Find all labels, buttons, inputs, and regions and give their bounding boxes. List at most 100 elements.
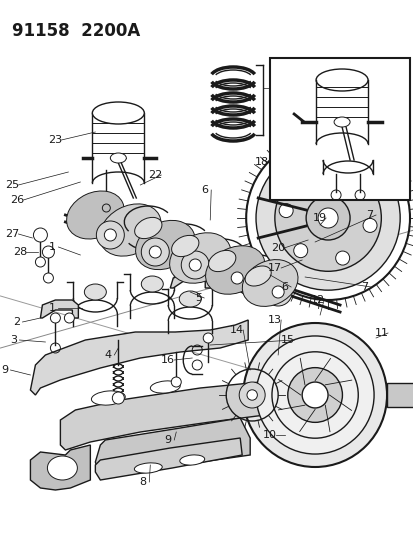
Ellipse shape	[179, 455, 204, 465]
Circle shape	[43, 273, 53, 283]
Ellipse shape	[134, 463, 162, 473]
Text: 28: 28	[13, 247, 28, 257]
Text: 13: 13	[268, 315, 282, 325]
Text: 29: 29	[342, 160, 356, 170]
Bar	[270, 58, 409, 200]
Circle shape	[181, 251, 209, 279]
Ellipse shape	[169, 233, 230, 283]
Text: 26: 26	[10, 195, 24, 205]
Polygon shape	[60, 382, 264, 450]
Circle shape	[171, 377, 181, 387]
Circle shape	[242, 323, 386, 467]
Circle shape	[239, 382, 264, 408]
Circle shape	[223, 264, 251, 292]
Ellipse shape	[141, 276, 163, 292]
Ellipse shape	[135, 220, 195, 270]
Circle shape	[230, 272, 242, 284]
Ellipse shape	[92, 102, 144, 124]
Text: 18: 18	[254, 157, 268, 167]
Polygon shape	[30, 320, 247, 395]
Circle shape	[256, 336, 373, 454]
Circle shape	[96, 221, 124, 249]
Text: 12: 12	[310, 295, 324, 305]
Ellipse shape	[134, 217, 161, 239]
Ellipse shape	[110, 153, 126, 163]
Text: 16: 16	[161, 355, 175, 365]
Text: 19: 19	[312, 213, 326, 223]
Ellipse shape	[99, 204, 161, 256]
Text: 5: 5	[194, 293, 201, 303]
Circle shape	[335, 251, 349, 265]
Ellipse shape	[66, 191, 124, 239]
Text: 7: 7	[361, 282, 368, 292]
Circle shape	[104, 229, 116, 241]
Circle shape	[189, 259, 201, 271]
Text: 1: 1	[49, 242, 56, 252]
Text: 3: 3	[10, 335, 17, 345]
Ellipse shape	[244, 266, 271, 286]
Circle shape	[293, 244, 307, 257]
Circle shape	[274, 165, 380, 271]
Text: 25: 25	[5, 180, 19, 190]
Polygon shape	[95, 418, 249, 477]
Circle shape	[149, 246, 161, 258]
Circle shape	[112, 392, 124, 404]
Text: 20: 20	[271, 243, 285, 253]
Circle shape	[50, 313, 60, 323]
Text: 91158  2200A: 91158 2200A	[12, 22, 140, 40]
Text: 27: 27	[5, 229, 19, 239]
Text: 14: 14	[230, 325, 244, 335]
Text: 1: 1	[49, 303, 56, 313]
Ellipse shape	[91, 391, 125, 405]
Circle shape	[36, 257, 45, 267]
Ellipse shape	[205, 246, 264, 294]
Text: 23: 23	[48, 135, 62, 145]
Circle shape	[141, 238, 169, 266]
Text: 8: 8	[140, 477, 147, 487]
Text: 10: 10	[263, 430, 276, 440]
Text: 17: 17	[268, 263, 282, 273]
Ellipse shape	[333, 117, 349, 127]
Polygon shape	[170, 274, 212, 288]
Circle shape	[362, 219, 376, 232]
Circle shape	[287, 368, 342, 422]
Text: 9: 9	[1, 365, 8, 375]
Circle shape	[305, 196, 349, 240]
Bar	[386, 383, 413, 407]
Text: 15: 15	[280, 335, 294, 345]
Text: 2: 2	[13, 317, 20, 327]
Polygon shape	[40, 300, 78, 318]
Text: 22: 22	[148, 170, 162, 180]
Circle shape	[348, 179, 362, 192]
Ellipse shape	[84, 284, 106, 300]
Circle shape	[317, 208, 337, 228]
Ellipse shape	[150, 381, 180, 393]
Circle shape	[33, 228, 47, 242]
Circle shape	[278, 204, 292, 217]
Text: 4: 4	[104, 350, 112, 360]
Ellipse shape	[179, 291, 201, 307]
Polygon shape	[30, 445, 90, 490]
Text: 21: 21	[297, 153, 311, 163]
Text: 6: 6	[281, 282, 288, 292]
Circle shape	[64, 313, 74, 323]
Ellipse shape	[208, 251, 235, 272]
Text: 9: 9	[164, 435, 171, 445]
Circle shape	[203, 333, 213, 343]
Ellipse shape	[242, 260, 297, 306]
Ellipse shape	[47, 456, 77, 480]
Text: 6: 6	[201, 185, 208, 195]
Polygon shape	[95, 438, 242, 480]
Ellipse shape	[171, 236, 198, 256]
Text: 24: 24	[302, 83, 316, 93]
Circle shape	[42, 246, 54, 258]
Circle shape	[301, 382, 327, 408]
Circle shape	[247, 390, 257, 400]
Text: 11: 11	[374, 328, 388, 338]
Circle shape	[255, 146, 399, 290]
Ellipse shape	[316, 69, 367, 91]
Circle shape	[271, 286, 283, 298]
Circle shape	[306, 171, 320, 185]
Text: 7: 7	[366, 210, 373, 220]
Circle shape	[263, 278, 292, 306]
